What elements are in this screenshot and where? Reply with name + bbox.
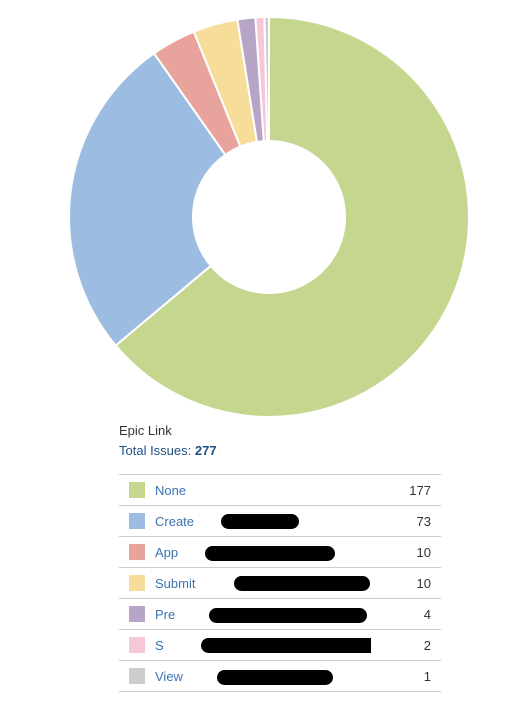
donut-slice-none[interactable] xyxy=(114,15,470,418)
legend-count: 10 xyxy=(371,567,441,599)
legend-row: App 10 xyxy=(119,536,441,568)
total-issues-label: Total Issues: xyxy=(119,443,192,458)
legend-swatch xyxy=(129,544,145,561)
donut-svg xyxy=(68,15,470,418)
redaction-mark xyxy=(201,638,371,653)
legend-count: 10 xyxy=(371,536,441,568)
legend-count: 177 xyxy=(371,474,441,506)
legend-row: Pre 4 xyxy=(119,598,441,630)
epic-link-donut-chart xyxy=(68,15,470,418)
legend-row: Create 73 xyxy=(119,505,441,537)
donut-slice-view[interactable] xyxy=(263,15,270,143)
redaction-mark xyxy=(234,576,370,591)
legend-link-view[interactable]: View xyxy=(155,668,183,684)
donut-slice-create[interactable] xyxy=(68,51,227,347)
legend-swatch xyxy=(129,606,145,623)
redaction-mark xyxy=(221,514,299,529)
legend-link-pre[interactable]: Pre xyxy=(155,606,176,622)
legend-link-submit[interactable]: Submit xyxy=(155,575,196,591)
redaction-mark xyxy=(217,670,333,685)
legend-row: S 2 xyxy=(119,629,441,661)
legend-link-create[interactable]: Create xyxy=(155,513,195,529)
legend-link-app[interactable]: App xyxy=(155,544,179,560)
redaction-mark xyxy=(205,546,335,561)
legend-count: 1 xyxy=(371,660,441,692)
legend-count: 73 xyxy=(371,505,441,537)
total-issues: Total Issues: 277 xyxy=(119,442,441,460)
legend-link-s[interactable]: S xyxy=(155,637,164,653)
total-issues-count: 277 xyxy=(194,443,217,458)
legend-table: None 177 Create 73 App 10 Submit 10 Pre xyxy=(119,474,441,692)
redaction-mark xyxy=(209,608,367,623)
legend-row: None 177 xyxy=(119,474,441,506)
chart-title: Epic Link xyxy=(119,423,172,438)
legend-swatch xyxy=(129,513,145,530)
legend-count: 4 xyxy=(371,598,441,630)
legend-link-none[interactable]: None xyxy=(155,482,187,498)
legend-row: Submit 10 xyxy=(119,567,441,599)
legend-row: View 1 xyxy=(119,660,441,692)
legend-count: 2 xyxy=(371,629,441,661)
legend-swatch xyxy=(129,637,145,654)
legend-swatch xyxy=(129,482,145,499)
chart-legend-panel: Epic Link Total Issues: 277 None 177 Cre… xyxy=(119,422,441,692)
legend-swatch xyxy=(129,575,145,592)
legend-swatch xyxy=(129,668,145,685)
